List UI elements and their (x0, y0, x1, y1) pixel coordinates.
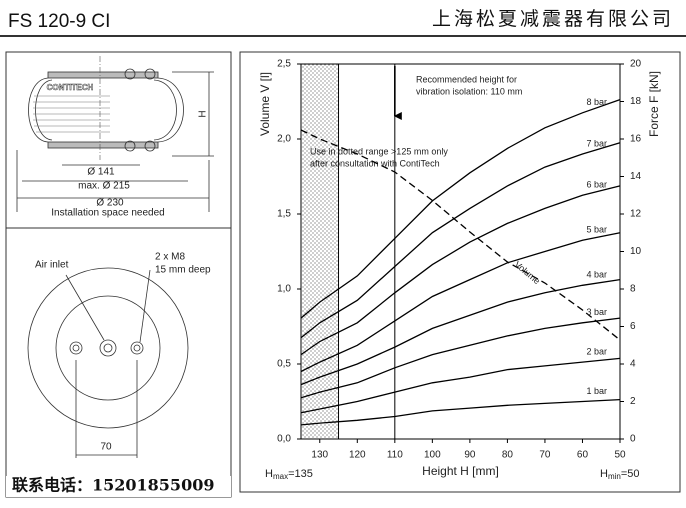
x-tick-label: 50 (614, 450, 626, 461)
y-axis-title: Volume V [l] (258, 72, 272, 136)
force-curve (300, 398, 621, 426)
annotation: after consultation with ContiTech (310, 158, 440, 168)
y2-tick-label: 2 (630, 396, 636, 407)
chart: 130 120 110 100 90 80 70 60 500,00,51,01,52,02,5… (258, 59, 661, 481)
y-tick-label: 0,0 (277, 434, 291, 445)
company-name: 上海松夏减震器有限公司 (432, 8, 674, 30)
y-tick-label: 2,5 (277, 59, 291, 70)
force-curve (300, 142, 621, 339)
model-title: FS 120-9 CI (8, 11, 110, 32)
series-label: 1 bar (586, 386, 607, 396)
series-label: 3 bar (586, 307, 607, 317)
series-label: 6 bar (586, 180, 607, 190)
dimension-label: Ø 141 (87, 167, 115, 178)
series-label: 4 bar (586, 270, 607, 280)
force-curve (300, 357, 621, 414)
annotation: Use in dotted range >125 mm only (310, 146, 448, 156)
x-axis-title: Height H [mm] (422, 464, 499, 478)
force-curve (300, 232, 621, 373)
height-limit: Hmax=135 (265, 468, 313, 481)
volume-curve (300, 129, 621, 341)
height-label: H (198, 110, 209, 117)
footer-bg (6, 476, 231, 497)
series-label: Volume (513, 259, 542, 286)
caption: Installation space needed (51, 208, 164, 219)
callout: Air inlet (35, 260, 69, 271)
subscript: max (273, 472, 288, 481)
side-view: CONTITECH H Ø 141 max. Ø 215 Ø 230 Insta… (16, 56, 214, 219)
dimension-label: Ø 230 (96, 198, 124, 209)
force-curve (300, 98, 621, 319)
x-tick-label: 70 (539, 450, 551, 461)
y-tick-label: 2,0 (277, 134, 291, 145)
x-tick-label: 110 (387, 450, 403, 461)
chart-panel (239, 51, 681, 493)
y2-tick-label: 0 (630, 434, 636, 445)
y-tick-label: 1,5 (277, 209, 291, 220)
y2-axis-title: Force F [kN] (647, 71, 661, 137)
height-limit: Hmin=50 (600, 468, 640, 481)
symbol: H (265, 468, 273, 480)
x-tick-label: 100 (424, 450, 441, 461)
x-tick-label: 130 (311, 450, 328, 461)
annotation: Recommended height for (416, 74, 517, 84)
brand-logo: CONTITECH (47, 83, 94, 92)
symbol: H (600, 468, 608, 480)
dimension-label: max. Ø 215 (78, 181, 130, 192)
dimension-label: 70 (100, 442, 112, 453)
x-tick-label: 60 (577, 450, 589, 461)
y2-tick-label: 4 (630, 359, 636, 370)
x-tick-label: 120 (349, 450, 366, 461)
force-curve (300, 278, 621, 386)
force-curve (300, 317, 621, 399)
series-label: 2 bar (586, 347, 607, 357)
value: =135 (288, 468, 313, 480)
y2-tick-label: 12 (630, 209, 642, 220)
y2-tick-label: 14 (630, 171, 642, 182)
x-tick-label: 80 (502, 450, 514, 461)
contact: 联系电话：15201855009 (12, 476, 214, 495)
y2-tick-label: 18 (630, 96, 642, 107)
y2-tick-label: 10 (630, 246, 642, 257)
plot-frame (300, 63, 621, 440)
series-label: 5 bar (586, 225, 607, 235)
y2-tick-label: 16 (630, 134, 642, 145)
y-tick-label: 1,0 (277, 284, 291, 295)
subscript: min (608, 472, 621, 481)
bottom-view: Air inlet 2 x M8 15 mm deep 70 (27, 252, 211, 458)
series-label: 8 bar (586, 97, 607, 107)
callout: 15 mm deep (155, 265, 211, 276)
value: =50 (621, 468, 640, 480)
series-label: 7 bar (586, 138, 607, 148)
callout: 2 x M8 (155, 252, 185, 263)
y2-tick-label: 8 (630, 284, 636, 295)
y2-tick-label: 20 (630, 59, 642, 70)
y-tick-label: 0,5 (277, 359, 291, 370)
annotation: vibration isolation: 110 mm (416, 86, 522, 96)
force-curve (300, 185, 621, 356)
x-tick-label: 90 (464, 450, 476, 461)
y2-tick-label: 6 (630, 321, 636, 332)
